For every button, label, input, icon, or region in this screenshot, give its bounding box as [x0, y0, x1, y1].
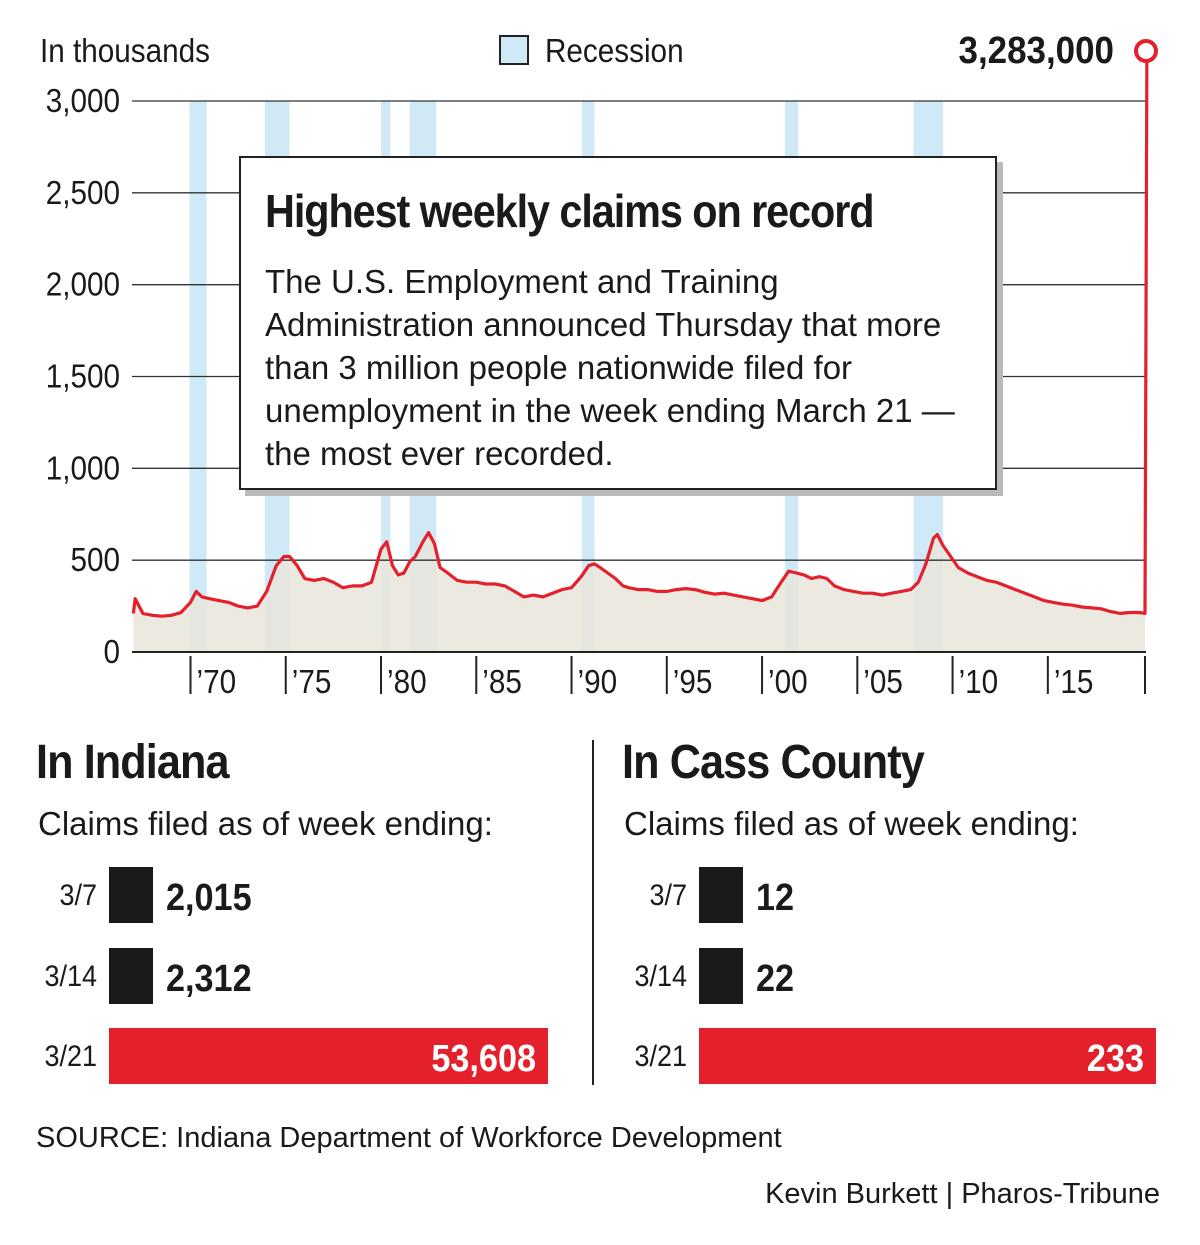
x-axis-ticks: ’70 ’75 ’80 ’85 ’90 ’95 ’00 ’05 ’10 ’15 [189, 656, 1146, 701]
y-tick-label: 1,500 [46, 358, 120, 395]
peak-value-label: 3,283,000 [959, 29, 1114, 72]
x-tick-label: ’00 [768, 664, 808, 701]
y-tick-label: 3,000 [46, 83, 120, 120]
bar-row: 3/21 233 [0, 1028, 1200, 1084]
bar-row: 3/7 2,015 [0, 867, 1200, 923]
bar-value-label: 2,312 [166, 958, 252, 1000]
bar [109, 948, 153, 1004]
credit-line: Kevin Burkett | Pharos-Tribune [765, 1178, 1160, 1210]
panel-divider [592, 740, 594, 1085]
y-unit-label: In thousands [40, 33, 210, 70]
indiana-subtitle: Claims filed as of week ending: [38, 805, 493, 842]
callout-title: Highest weekly claims on record [265, 185, 875, 237]
y-tick-label: 2,000 [46, 266, 120, 303]
y-tick-label: 2,500 [46, 174, 120, 211]
cass-panel: In Cass County Claims filed as of week e… [622, 735, 1182, 842]
cass-subtitle: Claims filed as of week ending: [624, 805, 1079, 842]
bar-date-label: 3/7 [59, 879, 97, 912]
bar [109, 867, 153, 923]
bar-date-label: 3/14 [44, 960, 97, 993]
bar-value-label: 22 [756, 958, 795, 1000]
y-axis-ticks: 0 500 1,000 1,500 2,000 2,500 3,000 [46, 83, 120, 671]
x-tick-label: ’95 [673, 664, 713, 701]
x-tick-label: ’05 [863, 664, 903, 701]
bar-row: 3/21 53,608 [0, 1028, 1200, 1084]
bar [699, 867, 743, 923]
peak-marker [1134, 39, 1158, 63]
bar-date-label: 3/21 [44, 1040, 97, 1073]
bar-value-label: 53,608 [431, 1038, 536, 1080]
x-tick-label: ’15 [1054, 664, 1094, 701]
claims-area-layer [133, 532, 1146, 652]
x-tick-label: ’10 [959, 664, 999, 701]
bar [699, 1028, 1156, 1084]
x-tick-label: ’75 [292, 664, 332, 701]
indiana-panel: In Indiana Claims filed as of week endin… [36, 735, 576, 842]
callout-body: The U.S. Employment and Training Adminis… [265, 263, 955, 472]
bar-value-label: 233 [1086, 1038, 1144, 1080]
bar [109, 1028, 548, 1084]
x-tick-label: ’70 [197, 664, 237, 701]
record-callout-box: Highest weekly claims on record The U.S.… [239, 156, 997, 490]
cass-title: In Cass County [622, 736, 925, 789]
y-tick-label: 500 [70, 542, 120, 579]
x-tick-label: ’90 [578, 664, 618, 701]
bar-row: 3/7 12 [0, 867, 1200, 923]
bar-value-label: 12 [756, 877, 795, 919]
x-tick-label: ’80 [387, 664, 427, 701]
recession-legend-swatch [499, 35, 529, 65]
x-tick-label: ’85 [482, 664, 522, 701]
source-note: SOURCE: Indiana Department of Workforce … [36, 1122, 782, 1154]
bar-date-label: 3/21 [634, 1040, 687, 1073]
chart-legend: Recession [499, 33, 684, 70]
bar-date-label: 3/7 [649, 879, 687, 912]
claims-line [131, 48, 1149, 618]
y-tick-label: 0 [103, 634, 120, 671]
bar [699, 948, 743, 1004]
bar-row: 3/14 2,312 [0, 948, 1200, 1004]
recession-legend-label: Recession [545, 33, 684, 70]
bar-value-label: 2,015 [166, 877, 252, 919]
claims-area [133, 532, 1146, 652]
indiana-title: In Indiana [36, 736, 230, 789]
bar-row: 3/14 22 [0, 948, 1200, 1004]
bar-date-label: 3/14 [634, 960, 687, 993]
y-tick-label: 1,000 [46, 450, 120, 487]
